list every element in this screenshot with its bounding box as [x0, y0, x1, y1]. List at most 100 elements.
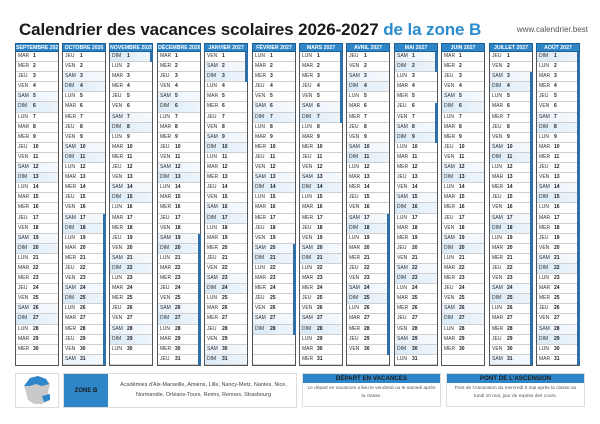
day-row: MAR 23: [253, 274, 295, 285]
day-name: MAR: [302, 275, 314, 282]
day-row: MER 14: [490, 183, 532, 194]
day-name: SAM: [349, 214, 360, 221]
day-row: VEN 6: [537, 102, 579, 113]
day-row: DIM 4: [63, 82, 105, 93]
day-number: 23: [127, 275, 133, 282]
day-row: SAM 19: [158, 233, 200, 244]
day-row: JEU 19: [537, 234, 579, 244]
day-row: JEU 25: [253, 294, 295, 305]
day-name: JEU: [160, 285, 170, 292]
pont-title: PONT DE L'ASCENSION: [447, 374, 584, 383]
day-number: 9: [175, 133, 178, 140]
day-row: VEN 25: [158, 294, 200, 305]
day-row: LUN 23: [110, 274, 152, 285]
day-name: DIM: [18, 103, 28, 110]
day-row: SAM 28: [110, 324, 152, 335]
day-row: MAR 27: [63, 314, 105, 325]
day-name: DIM: [539, 53, 549, 59]
day-number: 30: [554, 345, 560, 352]
day-number: 13: [412, 174, 418, 181]
day-name: MAR: [160, 194, 172, 201]
day-number: 8: [80, 123, 83, 130]
day-name: VEN: [18, 295, 29, 302]
day-number: 8: [317, 123, 320, 130]
day-name: MAR: [18, 194, 30, 201]
day-name: JEU: [255, 295, 265, 302]
day-name: JEU: [65, 335, 75, 342]
day-row: DIM 11: [63, 152, 105, 164]
day-name: DIM: [444, 244, 454, 251]
day-name: MAR: [444, 123, 456, 130]
day-row: SAM 17: [347, 213, 389, 224]
day-number: 20: [175, 244, 181, 251]
day-name: MER: [444, 63, 456, 70]
day-number: 5: [222, 93, 225, 100]
day-row: MER 20: [205, 244, 247, 254]
day-row: LUN 12: [490, 163, 532, 174]
day-name: MER: [65, 254, 77, 261]
day-number: 1: [127, 53, 130, 59]
day-name: MAR: [397, 224, 409, 231]
day-number: 14: [317, 184, 323, 191]
day-number: 18: [364, 224, 370, 231]
day-number: 12: [33, 164, 39, 171]
day-name: DIM: [207, 285, 217, 292]
day-row: MAR 20: [63, 244, 105, 254]
day-number: 15: [270, 194, 276, 201]
day-name: VEN: [207, 123, 218, 130]
day-number: 7: [222, 113, 225, 120]
day-name: DIM: [492, 153, 502, 160]
day-name: VEN: [397, 184, 408, 191]
day-number: 4: [364, 83, 367, 90]
day-row: MER 3: [253, 72, 295, 83]
day-number: 4: [80, 83, 83, 90]
day-name: MAR: [160, 123, 172, 130]
day-number: 3: [317, 73, 320, 80]
day-name: MER: [397, 234, 409, 241]
day-row: MER 30: [442, 345, 484, 355]
day-name: MER: [160, 133, 172, 140]
day-number: 4: [33, 83, 36, 90]
day-row: JEU 25: [300, 294, 342, 305]
day-number: 4: [507, 83, 510, 90]
day-number: 18: [80, 224, 86, 231]
day-row: MER 11: [110, 153, 152, 164]
day-row: VEN 22: [205, 264, 247, 275]
day-number: 14: [412, 184, 418, 191]
day-number: 24: [507, 285, 513, 292]
day-name: LUN: [160, 254, 171, 261]
day-row: SAM 6: [253, 102, 295, 113]
day-row: LUN 30: [110, 345, 152, 355]
day-name: DIM: [492, 224, 502, 231]
day-number: 22: [554, 264, 560, 271]
day-number: 5: [175, 93, 178, 100]
day-number: 18: [33, 224, 39, 231]
day-name: MAR: [160, 335, 172, 342]
day-name: VEN: [65, 345, 76, 352]
day-row: JEU 15: [490, 193, 532, 204]
day-name: MAR: [65, 103, 77, 110]
day-name: DIM: [302, 254, 312, 261]
day-row: JEU 27: [395, 314, 437, 325]
day-name: MER: [65, 113, 77, 120]
day-row: MER 11: [537, 153, 579, 164]
day-name: MER: [492, 325, 504, 332]
day-name: JEU: [112, 164, 122, 171]
month-column: NOVEMBRE 2026 DIM 1 LUN 2 MAR 3 MER 4 JEU 5 VEN 6 SAM…: [109, 43, 153, 366]
day-name: MER: [255, 214, 267, 221]
day-number: 24: [175, 285, 181, 292]
day-row: MER 18: [537, 224, 579, 234]
day-row: SAM 26: [16, 304, 58, 315]
day-name: JEU: [160, 355, 170, 362]
day-number: 7: [80, 113, 83, 120]
day-row: MAR 24: [537, 284, 579, 295]
day-name: LUN: [112, 345, 123, 352]
day-row: VEN 26: [300, 304, 342, 315]
day-number: 14: [364, 184, 370, 191]
day-number: 9: [317, 133, 320, 140]
month-header: DÉCEMBRE 2026: [157, 43, 201, 52]
day-row: VEN 4: [442, 82, 484, 93]
day-number: 25: [364, 295, 370, 302]
day-number: 13: [270, 174, 276, 181]
day-number: 13: [364, 174, 370, 181]
